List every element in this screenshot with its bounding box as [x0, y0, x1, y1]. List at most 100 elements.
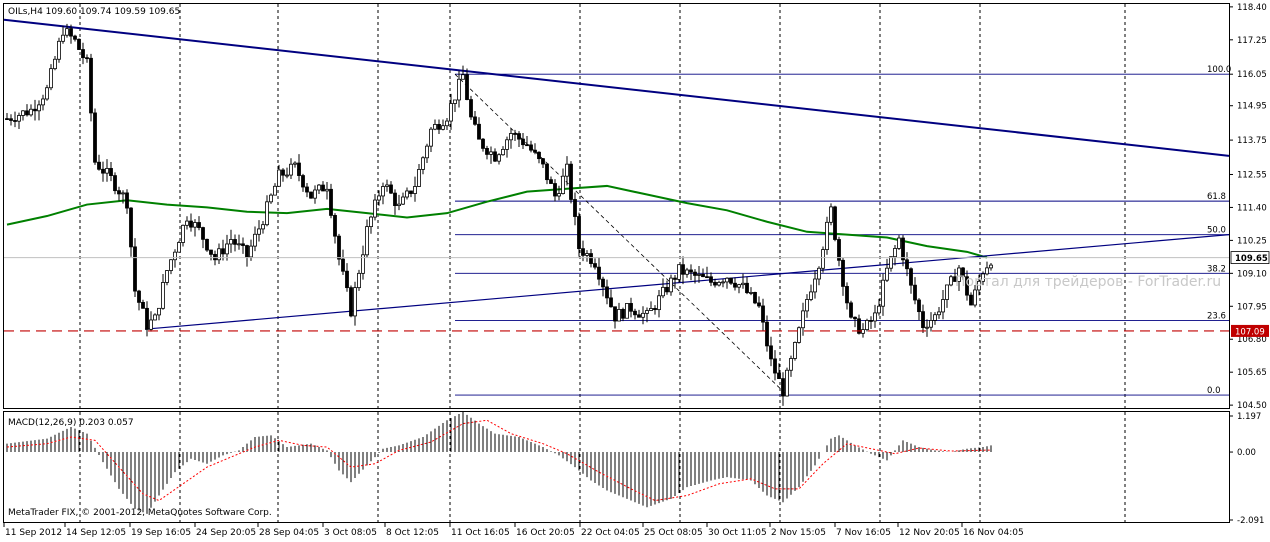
candle-up [105, 168, 109, 174]
time-axis: 11 Sep 2012 14 Sep 12:05 19 Sep 16:05 24 Se… [3, 522, 1024, 538]
candle-up [505, 139, 509, 150]
candle-up [269, 194, 273, 203]
time-tick-label: 11 Oct 16:05 [451, 528, 510, 538]
candle-up [805, 299, 809, 312]
price-tick-label: 114.95 [1237, 102, 1267, 112]
candle-up [645, 310, 649, 314]
candle-up [669, 277, 673, 293]
trendlines[interactable] [3, 18, 1230, 330]
candle-down [113, 175, 117, 192]
candle-up [981, 273, 985, 282]
candle-up [153, 314, 157, 321]
candle-up [649, 308, 653, 311]
candle-up [45, 87, 49, 100]
candle-up [181, 224, 185, 243]
candle-down [833, 206, 837, 240]
candle-up [165, 270, 169, 283]
price-tick-label: 107.95 [1237, 302, 1267, 312]
moving-average-line [6, 184, 988, 259]
candle-up [37, 104, 41, 112]
candle-down [581, 248, 585, 256]
candle-down [537, 151, 541, 160]
candle-down [513, 133, 517, 135]
candle-down [81, 49, 85, 59]
candle-down [769, 345, 773, 360]
candle-down [841, 259, 845, 287]
watermark-text: Портал для трейдеров - ForTrader.ru [955, 274, 1221, 290]
macd-tick-label: -2.091 [1237, 516, 1264, 526]
candle-down [341, 258, 345, 272]
candle-down [569, 163, 573, 200]
candle-up [865, 320, 869, 331]
candle-up [509, 133, 513, 141]
candle-up [57, 40, 61, 60]
ascending-trendline[interactable] [144, 234, 1230, 330]
candle-down [869, 320, 873, 322]
candle-up [929, 320, 933, 328]
candle-down [689, 269, 693, 273]
candle-up [365, 226, 369, 256]
candle-down [713, 281, 717, 286]
candle-up [717, 281, 721, 286]
candle-down [729, 277, 733, 284]
candle-down [705, 276, 709, 279]
candle-down [301, 175, 305, 188]
candle-down [25, 110, 29, 116]
candle-up [949, 276, 953, 286]
candle-down [33, 108, 37, 112]
candle-up [193, 222, 197, 228]
candle-down [533, 149, 537, 153]
candle-up [429, 128, 433, 147]
price-tick-label: 112.55 [1237, 170, 1267, 180]
candle-down [909, 268, 913, 286]
time-tick-label: 19 Sep 16:05 [131, 528, 191, 538]
candle-up [937, 311, 941, 316]
candle-down [89, 57, 93, 114]
candle-down [241, 243, 245, 246]
candle-up [985, 267, 989, 275]
time-tick-label: 2 Nov 15:05 [771, 528, 826, 538]
candle-down [517, 133, 521, 140]
time-tick-label: 12 Nov 20:05 [899, 528, 960, 538]
candle-down [305, 186, 309, 193]
candle-down [309, 191, 313, 199]
candle-down [837, 239, 841, 261]
candle-down [521, 138, 525, 146]
fib-level-label: 38.2 [1207, 264, 1226, 274]
candle-down [101, 168, 105, 174]
candle-up [721, 281, 725, 284]
candle-up [877, 305, 881, 314]
candle-down [765, 321, 769, 347]
price-tick-label: 109.10 [1237, 269, 1267, 279]
candle-up [737, 284, 741, 288]
candle-down [529, 144, 533, 151]
candle-up [273, 185, 277, 196]
candle-down [189, 220, 193, 228]
time-tick-label: 8 Oct 12:05 [386, 528, 439, 538]
candle-down [133, 246, 137, 292]
candle-up [317, 184, 321, 191]
price-tick-label: 111.40 [1237, 203, 1267, 213]
macd-tick-label: 1.197 [1237, 412, 1261, 422]
candle-down [693, 271, 697, 276]
descending-trendline[interactable] [3, 18, 1230, 157]
candle-up [289, 163, 293, 176]
candle-up [973, 289, 977, 306]
candle-down [745, 282, 749, 294]
candle-up [797, 327, 801, 343]
current-price-box [1230, 251, 1270, 264]
candle-up [497, 154, 501, 162]
candle-up [821, 249, 825, 269]
candle-down [637, 314, 641, 318]
fib-level-label: 61.8 [1207, 192, 1226, 202]
candle-down [201, 227, 205, 240]
candle-up [925, 326, 929, 329]
candle-down [681, 264, 685, 275]
fibonacci-retracement[interactable]: 100.0 61.8 50.0 38.2 23.6 0.0 [454, 65, 1231, 396]
fib-level-label: 23.6 [1207, 312, 1226, 322]
candle-up [21, 110, 25, 116]
candle-up [489, 151, 493, 155]
candle-up [881, 279, 885, 307]
